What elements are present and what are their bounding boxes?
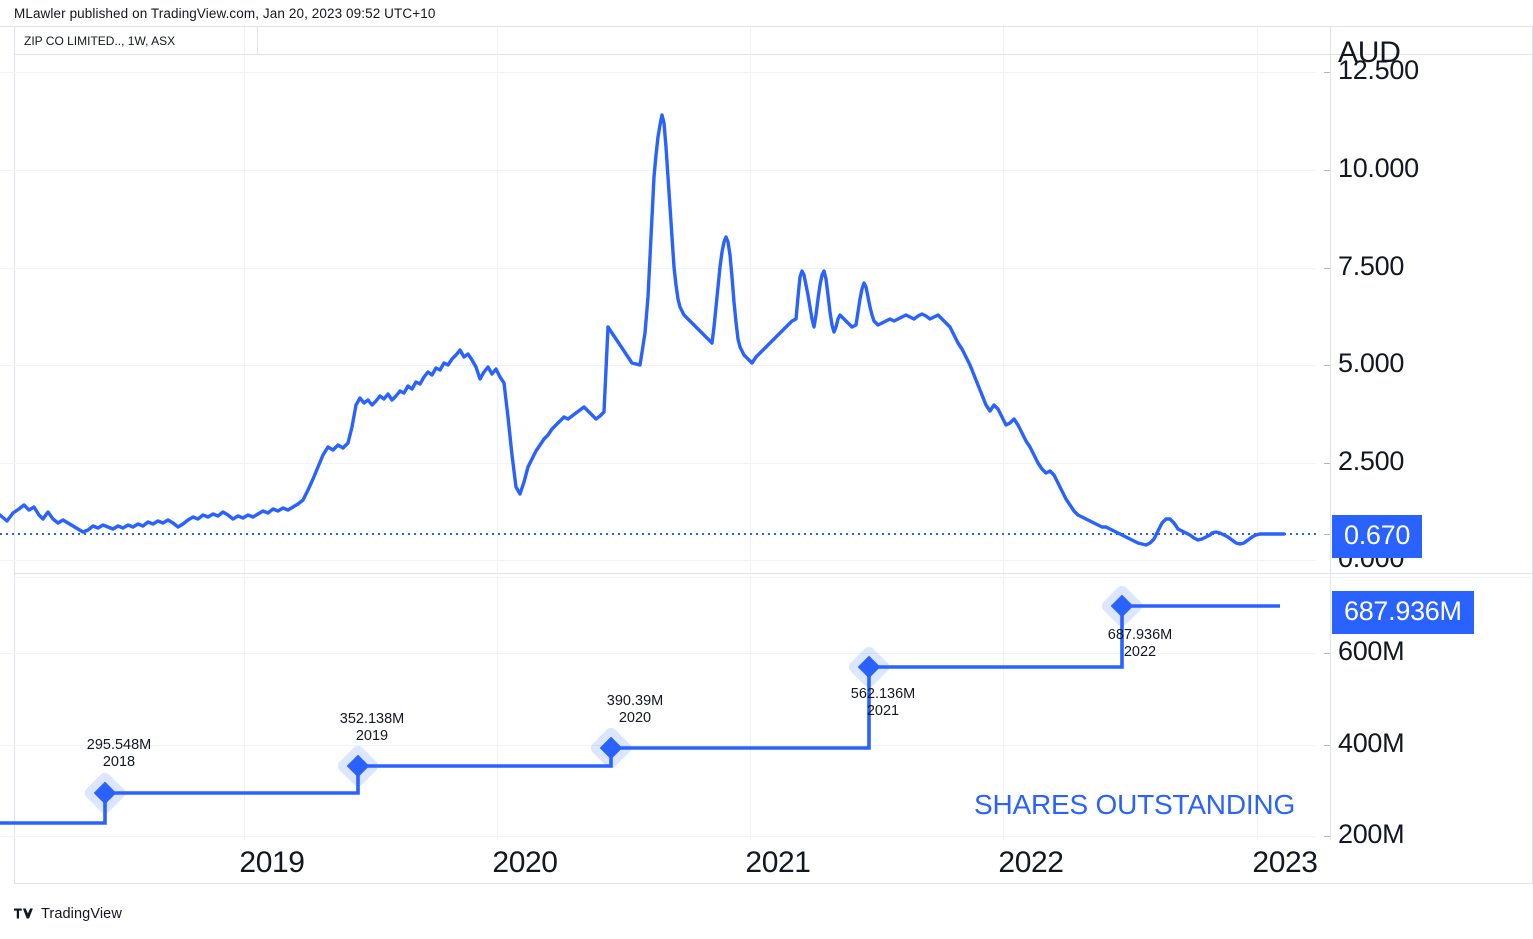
gridline-shares-2023 [1257,578,1258,840]
gridline-shares-2019 [244,578,245,840]
axis-tick-5 [1324,365,1330,366]
datapoint-label-2020: 390.39M 2020 [607,693,663,727]
price-series-path [0,113,1286,547]
shares-outstanding-series-title: SHARES OUTSTANDING [974,789,1296,820]
time-label-2021: 2021 [745,846,811,879]
datapoint-value-2020: 390.39M [606,693,664,709]
datapoint-label-2018: 295.548M 2018 [87,737,152,771]
current-price-badge[interactable]: 0.670 [1332,515,1423,558]
axis-tick-600m [1324,653,1330,654]
shares-marker-2019 [337,745,379,787]
gridline-shares-400m [0,745,1316,746]
axis-label-12-5: 12.500 [1338,55,1419,85]
pane-separator-secondary [14,577,1533,578]
time-label-2023: 2023 [1252,846,1318,879]
axis-tick-200m [1324,836,1330,837]
shares-marker-2021 [848,646,890,688]
datapoint-year-2021: 2021 [866,703,900,719]
datapoint-label-2019: 352.138M 2019 [340,711,405,745]
gridline-shares-200m [0,836,1316,837]
gridline-price-0 [0,560,1316,561]
axis-tick-400m [1324,745,1330,746]
axis-label-400m: 400M [1338,728,1405,758]
price-pane[interactable] [0,27,1316,573]
gridline-price-5 [0,365,1316,366]
price-line-chart [0,113,1316,547]
datapoint-year-2020: 2020 [618,710,652,726]
axis-tick-12-5 [1324,72,1330,73]
gridline-price-2-5 [0,463,1316,464]
axis-label-200m: 200M [1338,819,1405,849]
publish-attribution: MLawler published on TradingView.com, Ja… [14,6,436,21]
chart-legend-label: ZIP CO LIMITED.., 1W, ASX [24,33,176,48]
gridline-shares-2021 [750,578,751,840]
legend-divider [14,54,1533,55]
chart-legend[interactable]: ZIP CO LIMITED.., 1W, ASX [14,27,258,54]
footer-brand-label: TradingView [41,906,122,922]
time-label-2022: 2022 [998,846,1064,879]
datapoint-label-2021: 562.136M 2021 [851,686,916,720]
footer: TradingView [14,906,122,922]
axis-label-600m: 600M [1338,636,1405,666]
shares-marker-2018 [84,772,126,814]
gridline-price-10 [0,170,1316,171]
axis-label-5: 5.000 [1338,348,1405,378]
gridline-year-2020 [497,27,498,573]
price-axis[interactable]: AUD 12.500 10.000 7.500 5.000 2.500 0.00… [1324,27,1533,849]
gridline-shares-600m [0,653,1316,654]
shares-outstanding-pane[interactable] [0,578,1316,840]
axis-label-2-5: 2.500 [1338,446,1405,476]
datapoint-value-2019: 352.138M [339,711,405,727]
shares-marker-2022 [1101,585,1143,627]
tradingview-logo-icon [14,908,33,919]
time-axis[interactable]: 2019 2020 2021 2022 2023 [14,840,1533,884]
gridline-price-12-5 [0,72,1316,73]
axis-tick-10 [1324,170,1330,171]
gridline-price-7-5 [0,268,1316,269]
shares-step-chart [0,585,1280,825]
axis-tick-current-price [1324,534,1330,535]
time-label-2020: 2020 [492,846,558,879]
gridline-shares-2022 [1003,578,1004,840]
datapoint-value-2021: 562.136M [850,686,916,702]
datapoint-value-2022: 687.936M [1107,627,1173,643]
axis-label-7-5: 7.500 [1338,251,1405,281]
gridline-year-2022 [1003,27,1004,573]
axis-label-10: 10.000 [1338,153,1419,183]
gridline-shares-2020 [497,578,498,840]
axis-tick-7-5 [1324,268,1330,269]
gridline-year-2023 [1257,27,1258,573]
shares-marker-2020 [590,727,632,769]
gridline-year-2019 [244,27,245,573]
price-axis-divider [1330,27,1331,840]
datapoint-value-2018: 295.548M [86,737,152,753]
currency-label: AUD [1338,36,1401,69]
axis-tick-2-5 [1324,463,1330,464]
header-divider [0,26,1533,27]
datapoint-year-2018: 2018 [102,754,136,770]
datapoint-year-2019: 2019 [355,728,389,744]
gridline-year-2021 [750,27,751,573]
pane-separator[interactable] [14,573,1533,574]
datapoint-label-2022: 687.936M 2022 [1108,627,1173,661]
time-label-2019: 2019 [239,846,305,879]
datapoint-year-2022: 2022 [1123,644,1157,660]
current-shares-badge[interactable]: 687.936M [1332,591,1474,634]
